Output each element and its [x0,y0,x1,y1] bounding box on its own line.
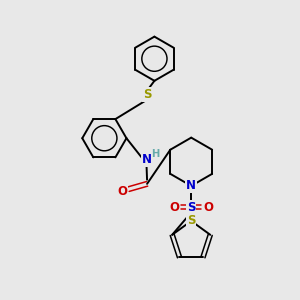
Text: S: S [187,201,196,214]
Text: H: H [151,148,159,158]
Text: S: S [143,88,152,101]
Text: N: N [142,153,152,166]
Text: S: S [187,214,196,227]
Text: O: O [203,201,213,214]
Text: O: O [117,185,127,198]
Text: N: N [186,179,196,192]
Text: O: O [169,201,179,214]
